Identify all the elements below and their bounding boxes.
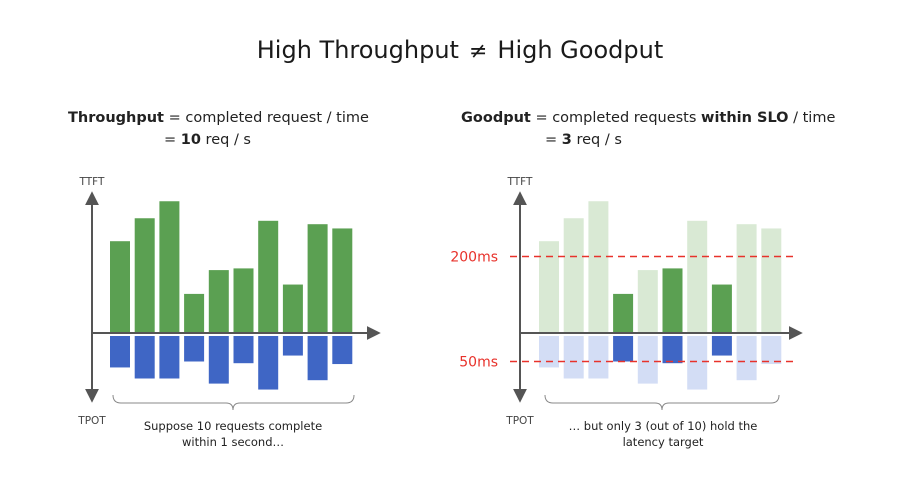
ttft-bar [233,268,254,333]
ttft-bar [539,241,559,333]
ttft-bar [184,293,205,333]
ttft-bar [282,284,303,333]
tpot-bar [563,336,584,379]
tpot-axis-label-right: TPOT [505,415,534,427]
ttft-bar [736,224,757,333]
ttft-bar [307,224,328,333]
page-title: High Throughput ≠ High Goodput [0,36,920,64]
tpot-bar [761,336,782,365]
throughput-eq-prefix: = [164,132,181,148]
tpot-bar [208,336,229,384]
tpot-slo-label: 50ms [459,355,498,371]
ttft-bar [588,201,609,333]
ttft-bar [258,220,279,333]
throughput-term: Throughput [68,110,164,126]
goodput-value: 3 [561,132,572,148]
ttft-bar [134,218,155,333]
throughput-def: = completed request / time [164,110,369,126]
title-left: High Throughput [256,36,459,64]
caption-right-line1: … but only 3 (out of 10) hold the [569,419,758,433]
ttft-bar [159,201,180,333]
tpot-bar [233,336,254,364]
not-equal-sign: ≠ [468,39,488,64]
tpot-bar [736,336,757,381]
ttft-bar [687,220,708,333]
tpot-bar [184,336,205,362]
tpot-bar [711,336,732,356]
ttft-bar [208,270,229,333]
goodput-unit: req / s [571,132,622,148]
goodput-chart: TTFT TPOT 200ms 50ms … but only 3 (out o… [450,176,803,449]
caption-left-line1: Suppose 10 requests complete [144,419,322,433]
tpot-bar [637,336,658,384]
brace-left [112,394,355,411]
tpot-bar [662,336,683,364]
tpot-bar [588,336,609,379]
ttft-bar [637,270,658,333]
ttft-axis-label-left: TTFT [79,176,105,188]
throughput-value-line: = 10 req / s [164,132,251,148]
ttft-bar [761,228,782,333]
tpot-bar [613,336,634,362]
goodput-eq-prefix: = [545,132,562,148]
tpot-bar [258,336,279,390]
title-right: High Goodput [497,36,664,64]
goodput-def-b: / time [788,110,836,126]
ttft-bar [613,293,634,333]
throughput-definition: Throughput = completed request / time [68,110,369,126]
tpot-bar [282,336,303,356]
tpot-bar [332,336,353,365]
throughput-value: 10 [180,132,201,148]
ttft-bar [332,228,353,333]
goodput-def-a: = completed requests [530,110,702,126]
goodput-definition: Goodput = completed requests within SLO … [461,110,835,126]
tpot-bar [307,336,328,381]
ttft-slo-label: 200ms [450,250,498,266]
goodput-value-line: = 3 req / s [545,132,622,148]
tpot-bar [110,336,130,368]
throughput-unit: req / s [200,132,251,148]
goodput-def-bold: within SLO [701,110,789,126]
tpot-bar [159,336,180,379]
caption-right-line2: latency target [623,435,704,449]
tpot-bar [687,336,708,390]
tpot-axis-label-left: TPOT [77,415,106,427]
brace-right [544,394,780,411]
ttft-bar [563,218,584,333]
ttft-bar [711,284,732,333]
tpot-bar [539,336,559,368]
ttft-bar [662,268,683,333]
tpot-bar [134,336,155,379]
throughput-chart: TTFT TPOT Suppose 10 requests complete w… [77,176,381,449]
ttft-axis-label-right: TTFT [507,176,533,188]
caption-left-line2: within 1 second… [182,435,284,449]
ttft-bar [110,241,130,333]
goodput-term: Goodput [461,110,531,126]
